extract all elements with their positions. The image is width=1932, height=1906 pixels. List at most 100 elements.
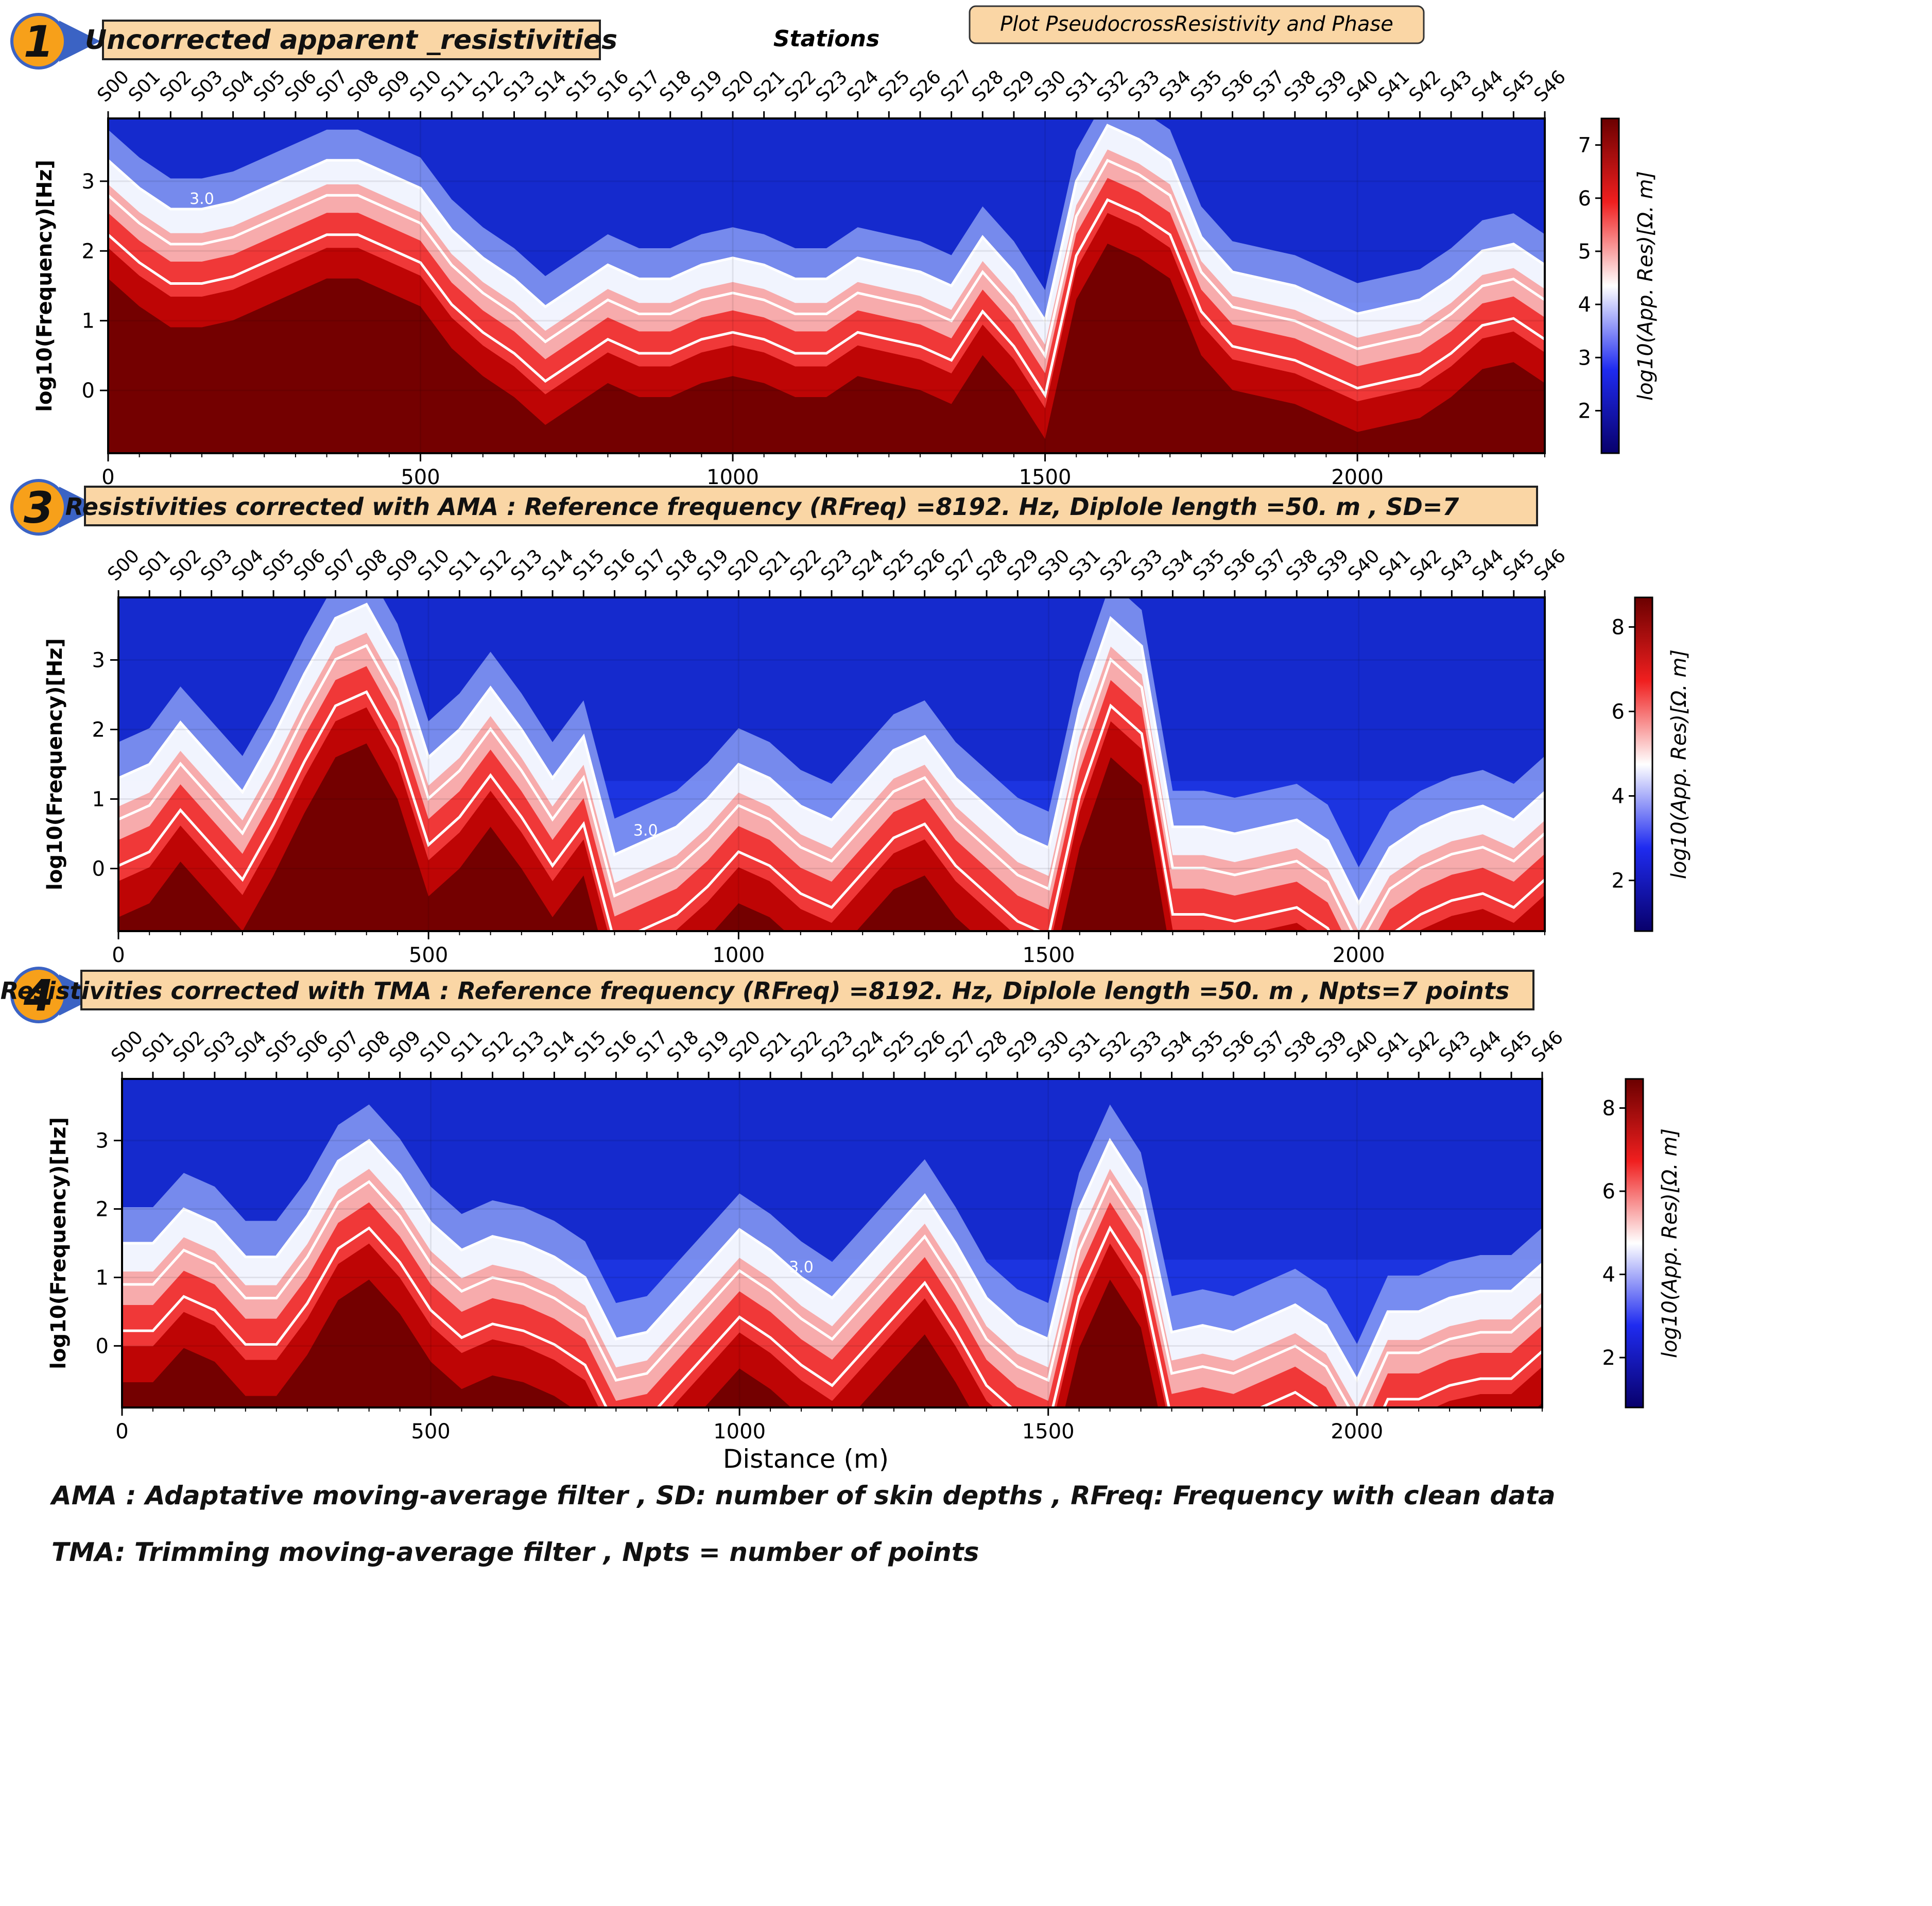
station-label: S30 [1030, 66, 1071, 107]
station-label: S12 [476, 545, 516, 586]
station-label: S02 [166, 545, 206, 586]
y-tick-label: 0 [82, 379, 95, 403]
field-band [122, 1243, 1542, 1407]
y-axis-label: log10(Frequency)[Hz] [33, 160, 57, 412]
field-band [118, 743, 1545, 931]
contour-line [118, 690, 1545, 931]
station-label: S15 [562, 66, 602, 107]
badge-number: 1 [24, 16, 54, 67]
plot-button[interactable] [969, 5, 1425, 44]
station-label: S03 [197, 545, 237, 586]
station-label: S01 [125, 66, 165, 107]
station-label: S22 [781, 66, 821, 107]
station-label: S06 [292, 1027, 333, 1067]
station-label: S24 [848, 545, 888, 586]
station-label: S08 [343, 66, 384, 107]
station-label: S09 [383, 545, 423, 586]
badge-arrow [59, 487, 100, 528]
station-label: S38 [1281, 1027, 1321, 1067]
y-tick-label: 3 [82, 170, 95, 194]
x-tick-label: 1000 [706, 466, 759, 489]
x-tick-label: 2000 [1331, 1420, 1383, 1444]
x-tick-label: 500 [409, 943, 448, 967]
station-label: S33 [1127, 545, 1167, 586]
station-label: S23 [812, 66, 852, 107]
station-label: S11 [445, 545, 485, 586]
colorbar-tick-label: 4 [1578, 293, 1591, 317]
station-label: S15 [571, 1027, 611, 1067]
station-label: S07 [321, 545, 361, 586]
colorbar-tick-label: 2 [1602, 1346, 1615, 1370]
heatmap-field: 3.0 [122, 1079, 1542, 1407]
station-label: S04 [228, 545, 268, 586]
badge-circle [10, 967, 67, 1023]
station-label: S23 [817, 545, 857, 586]
station-label: S36 [1220, 545, 1260, 586]
station-label: S40 [1344, 545, 1384, 586]
station-label: S10 [416, 1027, 456, 1067]
y-axis-label: log10(Frequency)[Hz] [47, 1117, 71, 1369]
station-label: S46 [1530, 66, 1570, 107]
station-label: S33 [1126, 1027, 1166, 1067]
x-tick-label: 2000 [1333, 943, 1385, 967]
panel-title: Resistivities corrected with TMA : Refer… [1, 977, 1510, 1005]
contour-line [108, 124, 1545, 324]
station-label: S06 [281, 66, 321, 107]
station-label: S17 [631, 545, 671, 586]
station-label: S28 [972, 1027, 1012, 1067]
station-label: S00 [104, 545, 144, 586]
contour-line [108, 198, 1545, 399]
station-label: S26 [905, 66, 945, 107]
station-label: S00 [93, 66, 133, 107]
station-label: S11 [447, 1027, 487, 1067]
station-label: S01 [135, 545, 175, 586]
station-label: S12 [468, 66, 508, 107]
station-label: S41 [1374, 66, 1414, 107]
badge-circle [10, 13, 67, 70]
field-band [122, 1279, 1542, 1407]
station-label: S38 [1280, 66, 1320, 107]
station-label: S42 [1404, 1027, 1444, 1067]
x-tick-label: 1000 [713, 1420, 766, 1444]
station-label: S20 [724, 545, 764, 586]
station-label: S22 [786, 545, 826, 586]
station-label: S03 [187, 66, 227, 107]
contour-label: 3.0 [789, 1258, 814, 1276]
station-label: S18 [662, 545, 702, 586]
colorbar-tick-label: 6 [1578, 187, 1591, 211]
station-label: S08 [352, 545, 392, 586]
station-label: S24 [843, 66, 883, 107]
y-tick-label: 3 [92, 649, 105, 673]
y-tick-label: 1 [92, 788, 105, 812]
y-tick-label: 0 [96, 1334, 109, 1358]
station-label: S05 [262, 1027, 302, 1067]
station-label: S45 [1499, 66, 1539, 107]
y-tick-label: 1 [82, 310, 95, 333]
station-label: S09 [374, 66, 415, 107]
x-tick-label: 1500 [1022, 1420, 1075, 1444]
contour-label: 3.0 [189, 190, 214, 208]
station-label: S31 [1062, 66, 1102, 107]
station-label: S30 [1034, 545, 1074, 586]
badge-arrow [59, 21, 100, 62]
station-label: S16 [601, 1027, 642, 1067]
station-label: S29 [1003, 545, 1043, 586]
colorbar-tick-label: 6 [1602, 1180, 1615, 1204]
y-tick-label: 2 [82, 239, 95, 263]
colorbar-tick-label: 6 [1612, 700, 1625, 724]
station-label: S14 [538, 545, 578, 586]
colorbar-tick-label: 7 [1578, 134, 1591, 158]
colorbar-label: log10(App. Res)[Ω. m] [1634, 171, 1658, 401]
contour-line [108, 159, 1545, 359]
figure-header: Stations Plot PseudocrossResistivity and… [773, 5, 1425, 52]
station-label: S27 [941, 1027, 981, 1067]
station-label: S45 [1499, 545, 1539, 586]
contour-line [118, 644, 1545, 931]
station-label: S25 [874, 66, 915, 107]
colorbar-tick-label: 5 [1578, 240, 1591, 264]
station-label: S20 [725, 1027, 765, 1067]
station-label: S37 [1251, 545, 1291, 586]
station-label: S21 [749, 66, 789, 107]
station-label: S37 [1250, 1027, 1290, 1067]
station-label: S16 [593, 66, 633, 107]
